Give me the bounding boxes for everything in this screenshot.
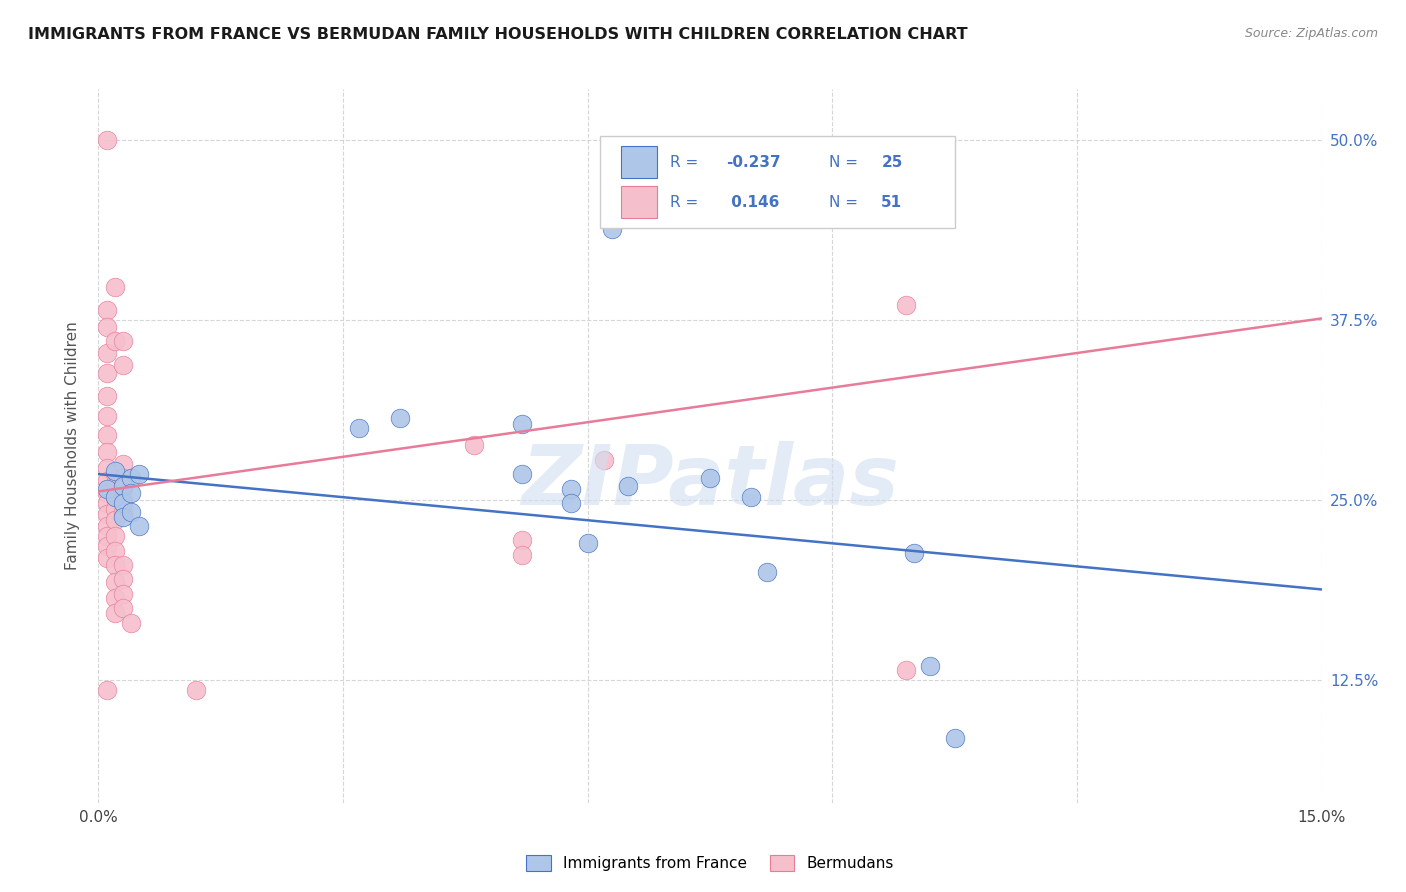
FancyBboxPatch shape: [620, 145, 658, 178]
Text: 0.146: 0.146: [725, 195, 779, 211]
Point: [120, 615, 142, 630]
Point: [560, 496, 582, 510]
Point: [111, 496, 134, 510]
Point: [96, 366, 118, 380]
Point: [96, 428, 118, 442]
Point: [128, 519, 150, 533]
Point: [512, 417, 534, 431]
Point: [111, 482, 134, 496]
Point: [104, 490, 127, 504]
Point: [512, 533, 534, 548]
Point: [104, 591, 127, 606]
Point: [943, 731, 966, 745]
Point: [920, 658, 942, 673]
Point: [96, 482, 118, 496]
Point: [96, 683, 118, 698]
Point: [560, 482, 582, 496]
Point: [104, 513, 127, 527]
Point: [96, 389, 118, 403]
Point: [104, 490, 127, 504]
Text: IMMIGRANTS FROM FRANCE VS BERMUDAN FAMILY HOUSEHOLDS WITH CHILDREN CORRELATION C: IMMIGRANTS FROM FRANCE VS BERMUDAN FAMIL…: [28, 27, 967, 42]
Point: [96, 539, 118, 553]
Point: [512, 548, 534, 562]
Point: [512, 467, 534, 482]
Point: [104, 558, 127, 572]
Point: [111, 601, 134, 615]
Point: [104, 467, 127, 482]
Text: Source: ZipAtlas.com: Source: ZipAtlas.com: [1244, 27, 1378, 40]
Point: [96, 461, 118, 475]
Point: [593, 452, 616, 467]
Point: [96, 529, 118, 543]
Point: [96, 475, 118, 489]
Text: -0.237: -0.237: [725, 155, 780, 170]
Point: [111, 572, 134, 586]
Point: [111, 334, 134, 349]
FancyBboxPatch shape: [620, 186, 658, 218]
Legend: Immigrants from France, Bermudans: Immigrants from France, Bermudans: [520, 849, 900, 877]
Point: [111, 587, 134, 601]
Point: [96, 508, 118, 522]
FancyBboxPatch shape: [600, 136, 955, 228]
Text: 25: 25: [882, 155, 903, 170]
Point: [186, 683, 208, 698]
Point: [894, 298, 917, 312]
Text: R =: R =: [669, 195, 703, 211]
Point: [617, 478, 640, 492]
Point: [104, 279, 127, 293]
Point: [96, 320, 118, 334]
Point: [576, 536, 599, 550]
Point: [96, 302, 118, 317]
Point: [96, 519, 118, 533]
Text: ZIPatlas: ZIPatlas: [522, 442, 898, 522]
Point: [111, 478, 134, 492]
Point: [96, 486, 118, 500]
Point: [104, 334, 127, 349]
Point: [96, 346, 118, 360]
Point: [104, 606, 127, 620]
Point: [111, 358, 134, 372]
Point: [111, 471, 134, 485]
Text: R =: R =: [669, 155, 703, 170]
Point: [128, 467, 150, 482]
Point: [96, 409, 118, 424]
Point: [111, 558, 134, 572]
Point: [111, 510, 134, 524]
Point: [96, 133, 118, 147]
Text: 51: 51: [882, 195, 903, 211]
Point: [120, 471, 142, 485]
Point: [389, 410, 412, 425]
Point: [96, 550, 118, 565]
Y-axis label: Family Households with Children: Family Households with Children: [65, 322, 80, 570]
Point: [699, 471, 721, 485]
Point: [104, 464, 127, 478]
Point: [463, 438, 485, 452]
Point: [104, 478, 127, 492]
Point: [120, 486, 142, 500]
Point: [111, 493, 134, 508]
Point: [104, 501, 127, 516]
Text: N =: N =: [828, 195, 862, 211]
Point: [104, 575, 127, 590]
Point: [104, 529, 127, 543]
Point: [96, 445, 118, 459]
Point: [894, 663, 917, 677]
Point: [903, 546, 925, 560]
Point: [111, 505, 134, 519]
Point: [104, 543, 127, 558]
Point: [349, 421, 371, 435]
Point: [120, 505, 142, 519]
Point: [756, 565, 779, 579]
Point: [740, 490, 762, 504]
Point: [96, 496, 118, 510]
Point: [111, 457, 134, 471]
Point: [600, 222, 623, 236]
Text: N =: N =: [828, 155, 862, 170]
